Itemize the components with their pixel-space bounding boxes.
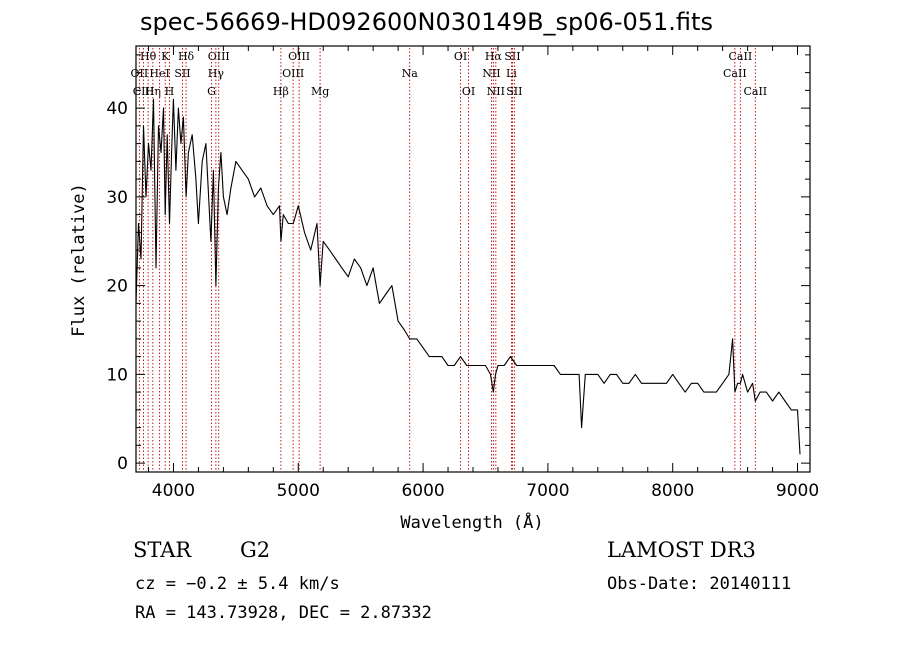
spectral-line-label: NII [487,85,505,98]
spectral-line-label: Mg [311,85,329,98]
spectral-line-label: OI [462,85,475,98]
x-tick-label: 8000 [651,481,694,501]
spectrum-line [135,98,801,455]
spectral-line-label: NII [482,67,500,80]
y-tick-label: 20 [106,277,128,297]
spectral-line-label: Na [402,67,419,80]
spectral-line-label: OI [454,50,467,63]
y-tick-label: 30 [106,188,128,208]
spectral-line-label: SII [504,50,520,63]
x-axis-label: Wavelength (Å) [400,511,543,533]
spectral-line-label: OIII [282,67,304,80]
y-axis-label: Flux (relative) [69,183,89,337]
spectral-line-label: CaII [729,50,753,63]
x-tick-label: 9000 [776,481,819,501]
observation-date: Obs-Date: 20140111 [607,574,792,594]
axis-ticks: 4000 5000 6000 7000 8000 9000 0 10 20 30 40 [106,46,819,501]
object-class: STAR [133,538,192,562]
y-tick-label: 10 [106,365,128,385]
spectral-line-label: Hθ [140,50,157,63]
spectral-line-label: H [165,85,175,98]
spectral-line-label: Hβ [273,85,289,98]
plot-frame [135,45,811,473]
chart-title: spec-56669-HD092600N030149B_sp06-051.fit… [140,8,713,36]
y-tick-label: 40 [106,99,128,119]
spectral-line-label: OIII [208,50,230,63]
spectral-line-label: CaII [723,67,747,80]
spectral-line-label: CaII [743,85,767,98]
spectral-line-label: HeI [149,67,169,80]
spectral-line-label: CIII [133,85,154,98]
x-tick-label: 4000 [152,481,195,501]
x-tick-label: 7000 [526,481,569,501]
spectral-line-label: Hδ [178,50,195,63]
ra-dec-coordinates: RA = 143.73928, DEC = 2.87332 [135,603,432,623]
x-tick-label: 5000 [277,481,320,501]
object-subclass: G2 [240,538,271,562]
spectral-line-label: SII [506,85,522,98]
spectral-line-label: K [161,50,170,63]
spectral-line-label: G [207,85,216,98]
spectral-line-label: Hα [485,50,503,63]
spectral-line-label: SII [174,67,190,80]
spectral-line-label: Li [506,67,517,80]
y-tick-label: 0 [117,454,128,474]
spectral-line-label: OII [131,67,149,80]
spectrum-series [135,98,801,455]
redshift-cz: cz = −0.2 ± 5.4 km/s [135,574,340,594]
survey-name: LAMOST DR3 [607,538,756,562]
spectral-line-label: OIII [288,50,310,63]
spectral-line-label: Hη [145,85,161,98]
spectral-line-label: Hγ [208,67,225,80]
x-tick-label: 6000 [401,481,444,501]
